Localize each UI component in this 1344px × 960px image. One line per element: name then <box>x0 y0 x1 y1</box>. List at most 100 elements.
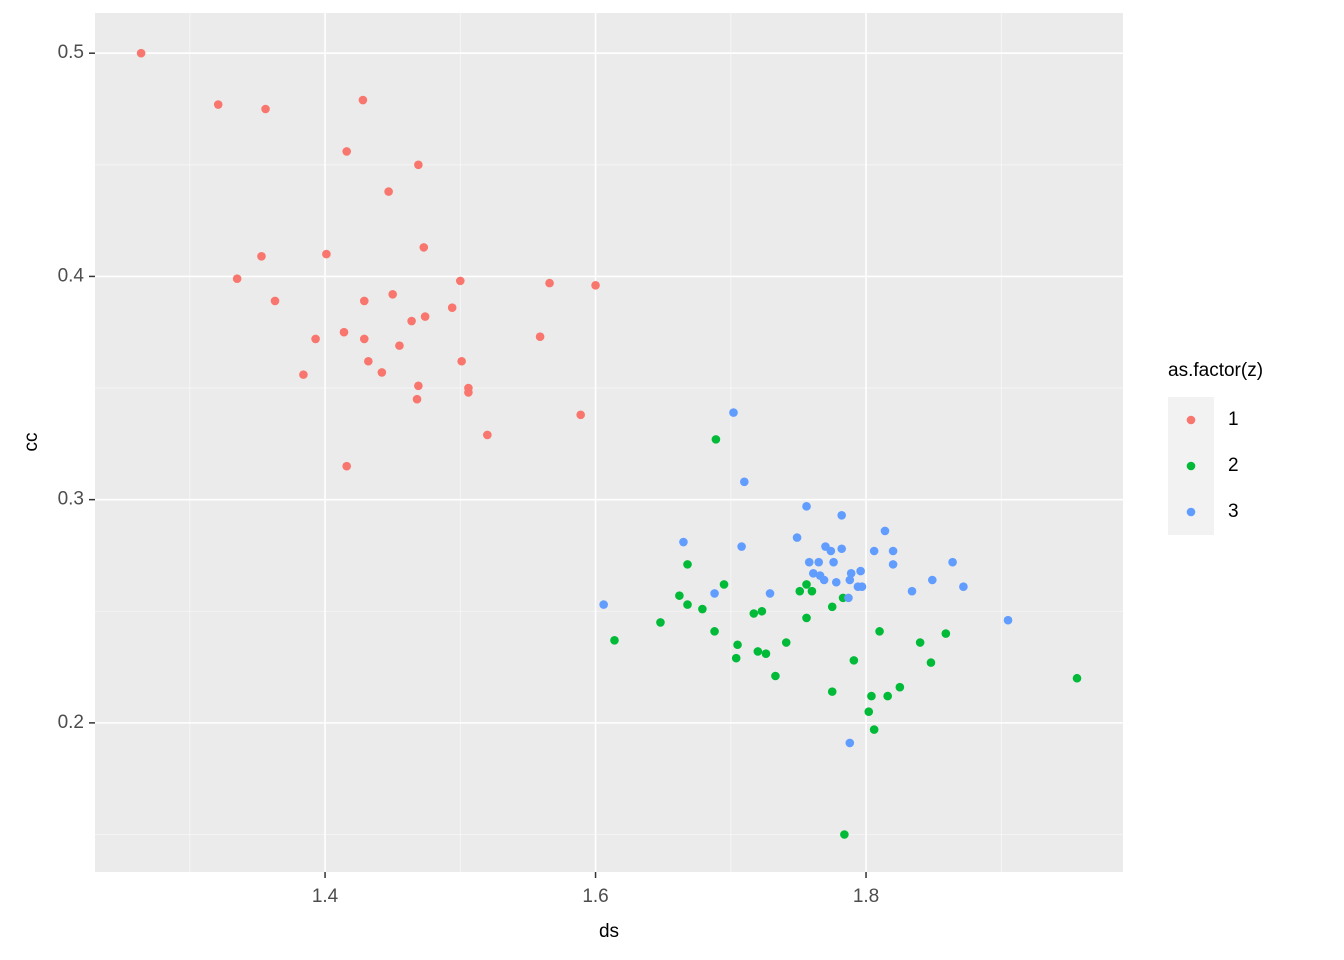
y-tick-label: 0.4 <box>58 265 85 286</box>
point <box>808 569 818 578</box>
point <box>757 606 767 616</box>
point <box>711 435 721 444</box>
point <box>888 546 898 556</box>
point <box>683 560 692 569</box>
point <box>883 691 892 701</box>
point <box>591 281 600 290</box>
point <box>928 575 937 585</box>
point <box>419 243 429 252</box>
point <box>1072 673 1082 683</box>
point <box>420 312 430 321</box>
point <box>311 334 320 344</box>
point <box>804 557 814 567</box>
point <box>826 546 836 556</box>
point <box>844 593 853 603</box>
y-tick-label: 0.5 <box>58 42 84 63</box>
plot-panel <box>95 13 1123 872</box>
point <box>740 477 749 487</box>
point <box>827 687 837 696</box>
point <box>545 278 554 288</box>
point <box>857 582 867 592</box>
point <box>846 569 856 578</box>
point <box>753 647 763 656</box>
point <box>802 580 811 589</box>
point <box>875 627 884 636</box>
point <box>679 537 688 547</box>
point <box>377 368 387 377</box>
legend-label: 2 <box>1228 455 1239 476</box>
point <box>814 557 823 567</box>
point <box>261 104 270 114</box>
point <box>948 557 957 567</box>
x-tick-label: 1.6 <box>582 886 608 907</box>
point <box>364 356 373 366</box>
point <box>384 187 393 196</box>
point <box>849 656 859 665</box>
point <box>359 334 369 344</box>
point <box>599 600 608 609</box>
point <box>845 738 855 748</box>
point <box>414 381 423 391</box>
point <box>749 609 759 618</box>
legend-marker <box>1186 507 1196 517</box>
point <box>464 388 473 397</box>
point <box>941 629 951 638</box>
legend-marker <box>1186 415 1196 425</box>
point <box>342 461 351 471</box>
point <box>270 296 280 306</box>
point <box>455 276 465 286</box>
point <box>257 252 266 261</box>
legend-title: as.factor(z) <box>1168 360 1263 381</box>
point <box>698 604 707 614</box>
point <box>761 649 771 658</box>
legend-label: 3 <box>1228 501 1239 522</box>
point <box>765 589 775 598</box>
point <box>719 580 729 589</box>
point <box>576 410 585 420</box>
point <box>407 316 416 326</box>
point <box>733 640 742 650</box>
point <box>869 725 879 734</box>
point <box>802 502 811 511</box>
point <box>888 560 898 569</box>
point <box>412 394 422 404</box>
point <box>864 707 874 717</box>
point <box>869 546 879 556</box>
point <box>342 147 351 156</box>
point <box>388 289 397 299</box>
point <box>802 613 811 623</box>
point <box>959 582 968 592</box>
point <box>915 638 925 647</box>
point <box>880 526 890 536</box>
x-axis-title: ds <box>599 921 619 942</box>
point <box>807 586 817 596</box>
y-tick-label: 0.2 <box>58 712 84 733</box>
point <box>610 635 619 645</box>
point <box>358 95 368 105</box>
point <box>856 566 865 576</box>
point <box>829 557 838 567</box>
point <box>731 653 741 663</box>
legend-label: 1 <box>1228 409 1239 430</box>
point <box>395 341 404 350</box>
point <box>831 577 841 587</box>
legend-marker <box>1186 461 1196 471</box>
x-tick-label: 1.4 <box>312 886 339 907</box>
point <box>683 600 692 609</box>
x-tick-label: 1.8 <box>853 886 879 907</box>
point <box>840 830 849 839</box>
point <box>837 544 846 554</box>
point <box>339 327 349 337</box>
point <box>710 589 719 598</box>
point <box>907 586 917 596</box>
point <box>795 586 805 596</box>
point <box>710 627 719 636</box>
y-axis-title: cc <box>21 433 42 452</box>
point <box>675 591 684 600</box>
point <box>1003 615 1013 625</box>
point <box>535 332 545 341</box>
point <box>792 533 802 542</box>
point <box>837 510 846 520</box>
point <box>213 100 223 109</box>
